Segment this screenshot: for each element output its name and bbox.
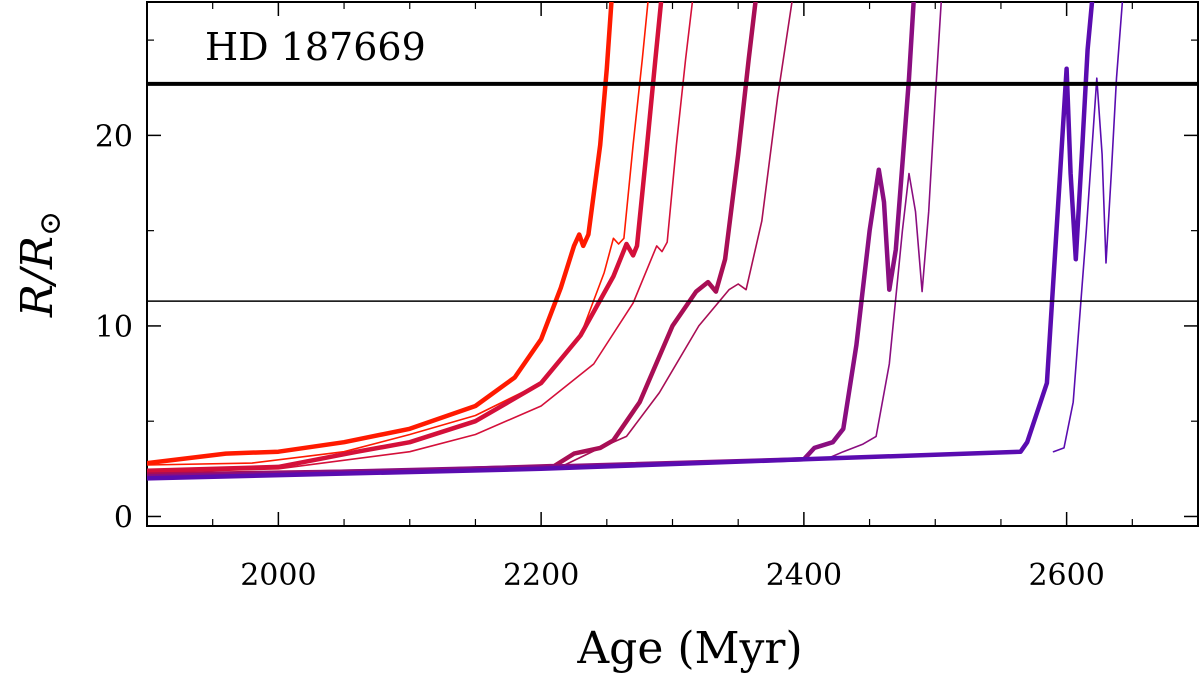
y-tick-label: 20 xyxy=(95,119,133,154)
star-annotation: HD 187669 xyxy=(205,25,426,69)
series-layer xyxy=(147,2,1124,481)
y-axis-title-sub: ⊙ xyxy=(33,211,68,236)
x-tick-label: 2400 xyxy=(766,558,842,593)
track-1-thick xyxy=(147,2,614,466)
x-axis-title: Age (Myr) xyxy=(576,623,802,674)
x-tick-label: 2000 xyxy=(240,558,316,593)
track-5-thick xyxy=(147,2,1095,481)
tick-marks xyxy=(147,2,1198,526)
y-tick-label: 0 xyxy=(114,500,133,535)
track-4-thick xyxy=(147,2,916,479)
y-axis-title-main: R/R xyxy=(12,236,63,318)
reference-lines xyxy=(147,81,1198,302)
track-2-thin xyxy=(147,2,694,474)
y-tick-label: 10 xyxy=(95,310,133,345)
track-3-thin xyxy=(559,2,793,468)
track-4-thin xyxy=(829,2,943,459)
track-5-thin xyxy=(1052,2,1124,453)
track-1-thin xyxy=(147,2,649,466)
x-tick-label: 2600 xyxy=(1028,558,1104,593)
y-axis-title: R/R⊙ xyxy=(12,211,68,318)
track-2-thick xyxy=(147,2,664,473)
x-tick-label: 2200 xyxy=(503,558,579,593)
tick-labels: 2000 2200 2400 2600 0 10 20 xyxy=(95,119,1105,593)
track-3-thick xyxy=(147,2,758,477)
